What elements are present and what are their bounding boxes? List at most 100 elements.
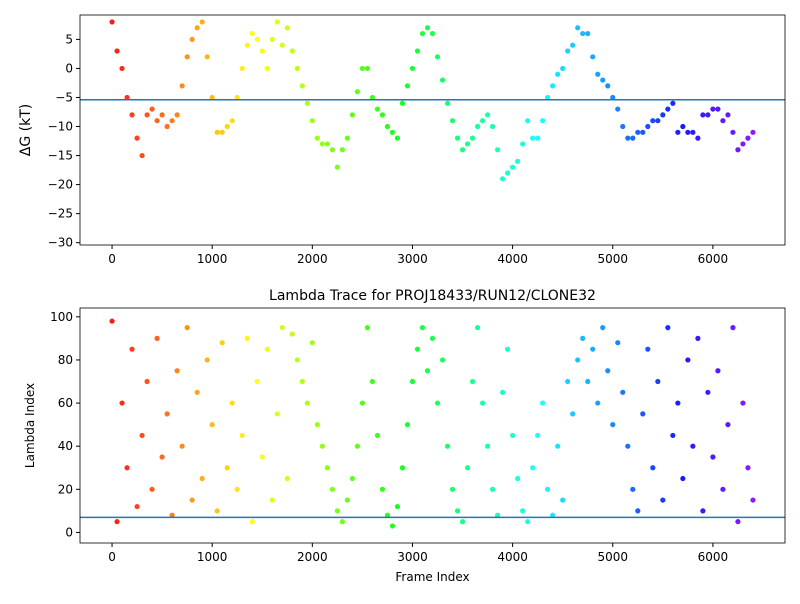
point xyxy=(505,170,511,176)
point xyxy=(394,135,401,141)
point xyxy=(510,164,516,170)
point xyxy=(675,400,681,406)
x-tick-label: 1000 xyxy=(197,550,228,564)
point xyxy=(434,400,441,406)
point xyxy=(139,152,145,159)
x-tick-label: 5000 xyxy=(597,550,628,564)
point xyxy=(555,443,561,449)
point xyxy=(409,65,416,72)
point xyxy=(670,432,676,439)
point xyxy=(314,422,320,428)
point xyxy=(720,118,726,124)
point xyxy=(304,400,310,406)
point xyxy=(389,523,396,529)
y-axis-label: ΔG (kT) xyxy=(18,104,34,156)
point xyxy=(665,106,671,112)
point xyxy=(730,325,736,331)
y-tick-label: −5 xyxy=(55,90,73,104)
point xyxy=(289,48,295,54)
point xyxy=(520,141,526,147)
point xyxy=(615,340,621,346)
point xyxy=(379,486,386,492)
point xyxy=(419,30,426,37)
point xyxy=(249,30,255,37)
point xyxy=(595,71,601,77)
point xyxy=(129,346,135,352)
point xyxy=(249,519,255,525)
point xyxy=(209,94,215,101)
point xyxy=(259,48,265,54)
point xyxy=(389,129,396,135)
point xyxy=(459,147,466,153)
point xyxy=(625,135,631,141)
y-tick-label: −10 xyxy=(48,120,73,134)
point xyxy=(239,65,245,72)
point xyxy=(695,335,701,341)
point xyxy=(204,54,210,60)
point xyxy=(469,378,476,385)
point xyxy=(399,100,406,106)
point xyxy=(169,512,175,518)
point xyxy=(159,454,165,460)
point xyxy=(565,48,571,54)
point xyxy=(234,94,240,101)
point xyxy=(444,100,451,106)
point xyxy=(324,141,330,147)
point xyxy=(434,54,441,60)
point xyxy=(605,83,611,89)
point xyxy=(124,94,130,101)
point xyxy=(650,118,656,124)
point xyxy=(675,129,681,135)
point xyxy=(179,443,185,449)
point xyxy=(244,335,250,341)
point xyxy=(209,422,215,428)
point xyxy=(730,129,736,135)
point xyxy=(144,112,150,118)
point xyxy=(274,411,280,417)
point xyxy=(540,400,546,406)
x-tick-label: 2000 xyxy=(297,550,328,564)
point xyxy=(660,112,666,118)
point xyxy=(535,432,541,439)
point xyxy=(334,508,340,514)
point xyxy=(314,135,320,141)
point xyxy=(414,346,421,352)
point xyxy=(464,465,471,471)
y-tick-label: −25 xyxy=(48,207,73,221)
point xyxy=(369,378,376,385)
point xyxy=(254,36,260,42)
point xyxy=(299,378,305,385)
point xyxy=(494,512,501,518)
point xyxy=(294,357,300,363)
point xyxy=(309,340,315,346)
point xyxy=(439,357,446,363)
point xyxy=(404,422,411,428)
point xyxy=(189,36,195,42)
point xyxy=(615,106,621,112)
point xyxy=(224,465,230,471)
point xyxy=(454,135,461,141)
point xyxy=(439,77,446,83)
point xyxy=(725,422,731,428)
point xyxy=(605,368,611,374)
point xyxy=(219,129,225,135)
point xyxy=(309,118,315,124)
point xyxy=(344,497,350,503)
point xyxy=(700,508,706,514)
point xyxy=(725,112,731,118)
point xyxy=(184,54,190,60)
point xyxy=(229,400,235,406)
point xyxy=(715,106,721,112)
point xyxy=(640,129,646,135)
y-tick-label: 0 xyxy=(65,525,73,539)
point xyxy=(124,465,130,471)
point xyxy=(354,443,360,449)
point xyxy=(404,83,411,89)
point xyxy=(745,135,751,141)
point xyxy=(685,129,691,135)
point xyxy=(655,378,661,385)
point xyxy=(520,508,526,514)
point xyxy=(319,443,325,449)
y-tick-label: 60 xyxy=(58,396,73,410)
point xyxy=(269,36,275,42)
